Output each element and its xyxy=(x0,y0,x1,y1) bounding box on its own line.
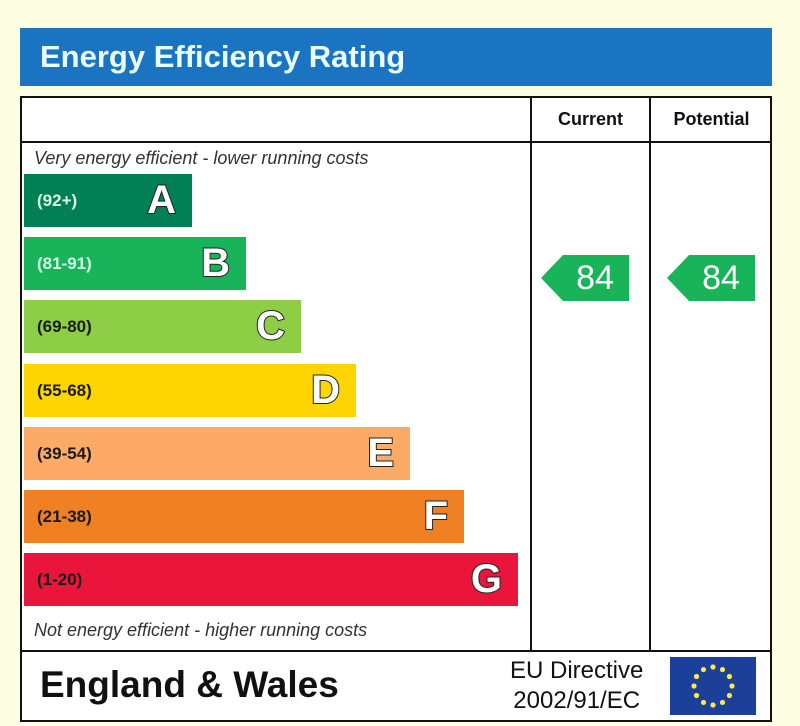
divider xyxy=(530,96,532,652)
current-rating-value: 84 xyxy=(576,259,614,297)
chart-title: Energy Efficiency Rating xyxy=(20,28,772,86)
band-bar-d: (55-68) D xyxy=(24,363,356,417)
band-bar-b: (81-91) B xyxy=(24,237,246,291)
band-range: (39-54) xyxy=(37,443,92,463)
divider xyxy=(20,650,772,652)
star-icon xyxy=(726,692,733,699)
band-letter: F xyxy=(423,493,449,539)
band-letter: D xyxy=(310,367,341,413)
band-letter: C xyxy=(255,303,286,349)
band-letter: B xyxy=(200,240,231,286)
star-icon xyxy=(726,673,733,680)
directive-line1: EU Directive xyxy=(510,657,644,684)
current-arrow-shape xyxy=(541,255,629,301)
band-bar-e: (39-54) E xyxy=(24,426,410,480)
band-bar-a: (92+) A xyxy=(24,174,192,227)
band-range: (69-80) xyxy=(37,317,92,337)
star-icon xyxy=(710,664,716,670)
band-letter: G xyxy=(470,556,503,602)
star-icon xyxy=(693,692,700,699)
top-note: Very energy efficient - lower running co… xyxy=(34,148,369,168)
current-rating-arrow: 84 xyxy=(541,255,629,301)
band-range: (1-20) xyxy=(37,570,83,590)
star-icon xyxy=(719,699,726,706)
star-icon xyxy=(700,699,707,706)
column-header-potential: Potential xyxy=(673,109,750,129)
eu-flag-icon xyxy=(670,657,756,715)
star-icon xyxy=(700,666,707,673)
band-range: (92+) xyxy=(37,191,78,210)
directive-line2: 2002/91/EC xyxy=(513,687,641,714)
star-icon xyxy=(693,673,700,680)
star-icon xyxy=(719,666,726,673)
band-bar-g: (1-20) G xyxy=(24,553,518,607)
bottom-note: Not energy efficient - higher running co… xyxy=(34,620,368,640)
band-bar-f: (21-38) F xyxy=(24,490,464,543)
star-icon xyxy=(710,702,716,708)
band-letter: E xyxy=(366,430,395,476)
column-header-current: Current xyxy=(557,109,623,129)
band-range: (55-68) xyxy=(37,380,92,400)
band-bar-c: (69-80) C xyxy=(24,300,301,354)
potential-rating-arrow: 84 xyxy=(667,255,755,301)
potential-arrow-shape xyxy=(667,255,755,301)
band-range: (21-38) xyxy=(37,507,92,526)
divider xyxy=(20,141,772,143)
potential-rating-value: 84 xyxy=(702,259,740,297)
star-icon xyxy=(729,683,735,689)
star-icon xyxy=(691,683,697,689)
eu-directive: EU Directive 2002/91/EC xyxy=(510,656,643,716)
divider xyxy=(649,96,651,652)
band-range: (81-91) xyxy=(37,254,92,274)
band-letter: A xyxy=(146,177,177,223)
region-label: England & Wales xyxy=(40,664,339,705)
